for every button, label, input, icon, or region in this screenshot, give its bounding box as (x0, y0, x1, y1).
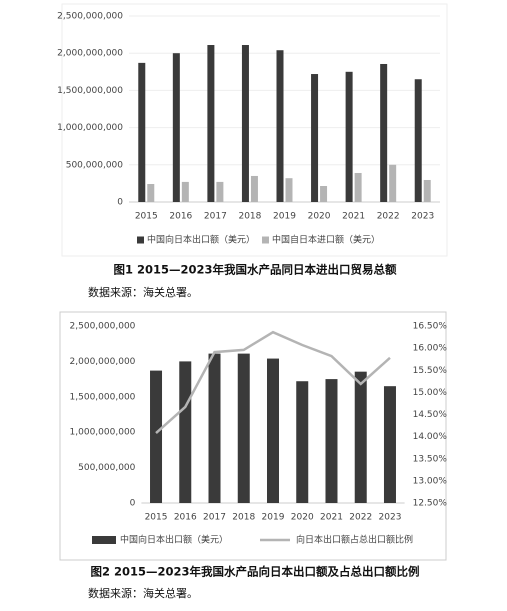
x-tick-label: 2020 (291, 513, 314, 523)
legend-label: 向日本出口额占总出口额比例 (296, 534, 413, 546)
x-tick-label: 2020 (308, 212, 331, 222)
bar (325, 379, 338, 503)
y-tick-label: 2,000,000,000 (57, 49, 123, 59)
x-tick-label: 2019 (273, 212, 296, 222)
x-tick-label: 2022 (349, 513, 372, 523)
caption: 图1 2015—2023年我国水产品同日本进出口贸易总额 (113, 263, 397, 277)
x-tick-label: 2015 (145, 513, 168, 523)
y-tick-label: 2,000,000,000 (70, 357, 136, 367)
y-tick-label: 2,500,000,000 (57, 12, 123, 22)
legend-label: 中国向日本出口额（美元） (120, 534, 228, 546)
source: 数据来源：海关总署。 (88, 285, 198, 299)
bar (237, 353, 250, 503)
bar (345, 71, 353, 202)
y-tick-label: 500,000,000 (78, 463, 136, 473)
bar (354, 371, 367, 503)
y2-tick-label: 13.50% (413, 454, 448, 464)
x-tick-label: 2016 (174, 513, 197, 523)
y2-tick-label: 15.50% (413, 366, 448, 376)
bar (267, 358, 279, 503)
y-tick-label: 1,500,000,000 (70, 392, 136, 402)
chart-frame (59, 311, 447, 561)
x-tick-label: 2016 (169, 212, 192, 222)
y2-tick-label: 12.50% (413, 499, 448, 509)
bar (147, 183, 155, 202)
y-tick-label: 2,500,000,000 (70, 322, 136, 332)
bar (383, 386, 396, 503)
bar (414, 79, 422, 202)
bar (296, 381, 309, 503)
y2-tick-label: 15.00% (413, 388, 448, 398)
x-tick-label: 2017 (203, 513, 226, 523)
x-tick-label: 2023 (379, 513, 402, 523)
chart-frame (61, 3, 448, 257)
bar (241, 45, 249, 203)
y-tick-label: 1,500,000,000 (57, 86, 123, 96)
legend-label: 中国自日本进口额（美元） (272, 234, 380, 246)
source: 数据来源：海关总署。 (88, 586, 198, 600)
y2-tick-label: 14.50% (413, 410, 448, 420)
bar (389, 164, 397, 202)
bar (208, 353, 221, 503)
y-tick-label: 1,000,000,000 (57, 123, 123, 133)
x-tick-label: 2019 (262, 513, 285, 523)
y2-tick-label: 14.00% (413, 432, 448, 442)
y2-tick-label: 16.50% (413, 322, 448, 332)
bar (138, 62, 146, 202)
bar (150, 370, 163, 503)
legend-swatch (137, 236, 144, 244)
y2-tick-label: 13.00% (413, 476, 448, 486)
bar (276, 50, 284, 202)
legend-swatch (262, 236, 269, 244)
legend-swatch (92, 536, 116, 544)
bar (380, 63, 388, 202)
caption: 图2 2015—2023年我国水产品向日本出口额及占总出口额比例 (90, 565, 419, 579)
y-tick-label: 1,000,000,000 (70, 428, 136, 438)
line (155, 330, 391, 435)
y-tick-label: 0 (117, 198, 123, 208)
y-tick-label: 500,000,000 (66, 160, 124, 170)
x-tick-label: 2022 (377, 212, 400, 222)
bar (311, 74, 319, 202)
x-tick-label: 2021 (342, 212, 365, 222)
bar (285, 178, 293, 202)
x-tick-label: 2023 (411, 212, 434, 222)
bar (181, 181, 189, 202)
bar (354, 172, 362, 202)
x-tick-label: 2018 (232, 513, 255, 523)
x-tick-label: 2017 (204, 212, 227, 222)
bar (320, 186, 328, 202)
bar (207, 45, 215, 203)
y-tick-label: 0 (130, 499, 136, 509)
bar (250, 175, 258, 202)
y2-tick-label: 16.00% (413, 344, 448, 354)
legend-label: 中国向日本出口额（美元） (147, 234, 255, 246)
bar (172, 53, 180, 203)
bar (423, 179, 431, 202)
x-tick-label: 2018 (238, 212, 261, 222)
bar (179, 361, 192, 503)
x-tick-label: 2021 (320, 513, 343, 523)
x-tick-label: 2015 (135, 212, 158, 222)
bar (216, 181, 224, 202)
